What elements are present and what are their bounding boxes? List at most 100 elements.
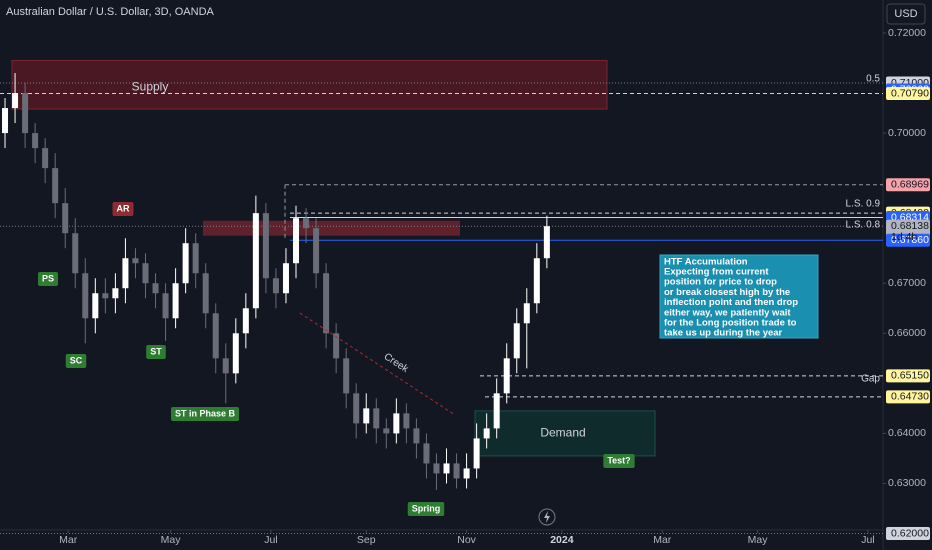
candle-body [373, 408, 380, 429]
y-tick-label: 0.63000 [888, 477, 926, 489]
candle-body [463, 468, 470, 479]
candle-body [192, 243, 199, 274]
price-badge-label: 0.70790 [891, 87, 929, 99]
wyckoff-tag-label: Test? [607, 455, 630, 465]
currency[interactable]: USD [894, 8, 917, 20]
x-tick-label: Sep [357, 534, 376, 546]
candle-body [2, 108, 9, 134]
zone [11, 60, 608, 110]
wyckoff-tag-bg [146, 345, 166, 359]
price-badge-label: 0.62000 [891, 527, 929, 539]
wyckoff-tag: ST in Phase B [170, 407, 240, 421]
wyckoff-tag-label: ST in Phase B [175, 408, 236, 418]
wyckoff-tag-bg [37, 272, 59, 286]
wyckoff-tag: PS [37, 272, 59, 286]
candle-body [433, 463, 440, 474]
level-annotation: 0.5 [866, 74, 880, 85]
event-icon-bolt [544, 511, 550, 523]
candle-body [52, 168, 59, 204]
price-badge-label: 0.64730 [891, 391, 929, 403]
candle-body [142, 263, 149, 284]
x-tick-label: 2024 [550, 534, 574, 546]
zone [474, 410, 656, 457]
zone-label: Supply [132, 80, 169, 94]
candle-body [262, 213, 269, 279]
candle-body [533, 258, 540, 304]
note-line: inflection point and then drop [664, 297, 798, 308]
x-tick-label: Mar [653, 534, 672, 546]
wyckoff-tag-bg [407, 502, 445, 516]
wyckoff-tag: AR [112, 202, 134, 216]
note-line: take us up during the year [664, 328, 783, 339]
wyckoff-tag-label: ST [150, 346, 162, 356]
candle-body [112, 288, 119, 299]
note-line: position for price to drop [664, 277, 777, 288]
candle-body [282, 263, 289, 294]
candle-body [443, 463, 450, 474]
candle-body [82, 273, 89, 319]
candle-body [503, 358, 510, 394]
note-title: HTF Accumulation [664, 257, 748, 268]
price-badge [886, 178, 930, 192]
candle-body [252, 213, 259, 309]
note-line: either way, we patiently wait [664, 307, 791, 318]
price-badge [886, 390, 930, 404]
wyckoff-tag-label: PS [42, 273, 54, 283]
note-line: for the Long position trade to [664, 318, 797, 329]
x-tick-label: Nov [457, 534, 476, 546]
candle-body [172, 283, 179, 319]
y-tick-label: 0.70000 [888, 127, 926, 139]
price-badge-label: 0.67860 [891, 234, 929, 246]
note-line: Expecting from current [664, 267, 769, 278]
zone-label: Demand [540, 426, 585, 440]
wyckoff-tag-bg [603, 454, 635, 468]
price-badge [886, 527, 930, 541]
wyckoff-tag: ST [146, 345, 166, 359]
candle-body [363, 408, 370, 424]
price-badge-label: 0.68969 [891, 178, 929, 190]
y-tick-label: 0.72000 [888, 27, 926, 39]
candle-body [162, 293, 169, 319]
candle-body [152, 283, 159, 294]
candle-body [122, 258, 129, 289]
candle-body [242, 308, 249, 334]
candle-body [222, 358, 229, 374]
chart-title: Australian Dollar / U.S. Dollar, 3D, OAN… [6, 6, 215, 18]
candle-body [413, 428, 420, 444]
note-line: or break closest high by the [664, 287, 790, 298]
candle-body [293, 218, 300, 264]
wyckoff-tag-label: AR [117, 203, 130, 213]
price-badge [886, 87, 930, 101]
x-tick-label: Jul [861, 534, 874, 546]
zone [203, 220, 460, 236]
candle-body [453, 463, 460, 479]
price-badge [886, 233, 930, 247]
candle-body [72, 233, 79, 274]
y-tick-label: 0.64000 [888, 427, 926, 439]
candle-body [353, 393, 360, 424]
level-annotation: L.S. 0.8 [846, 220, 881, 231]
wyckoff-tag: Test? [603, 454, 635, 468]
candle-body [212, 313, 219, 359]
candle-body [102, 293, 109, 299]
x-tick-label: Mar [59, 534, 78, 546]
candle-body [32, 133, 39, 149]
candle-body [323, 273, 330, 334]
candle-body [272, 278, 279, 294]
currency-button[interactable] [886, 3, 926, 25]
candle-body [393, 413, 400, 434]
y-tick-label: 0.66000 [888, 327, 926, 339]
note-box [659, 254, 819, 339]
candle-body [92, 293, 99, 319]
candle-body [483, 428, 490, 439]
wyckoff-tag-bg [170, 407, 240, 421]
candle-body [523, 303, 530, 324]
candle-body [232, 333, 239, 374]
wyckoff-tag-bg [65, 354, 87, 368]
candle-body [303, 218, 310, 229]
price-badge [886, 369, 930, 383]
candle-body [132, 258, 139, 264]
candle-body [62, 203, 69, 234]
wyckoff-tag-bg [112, 202, 134, 216]
